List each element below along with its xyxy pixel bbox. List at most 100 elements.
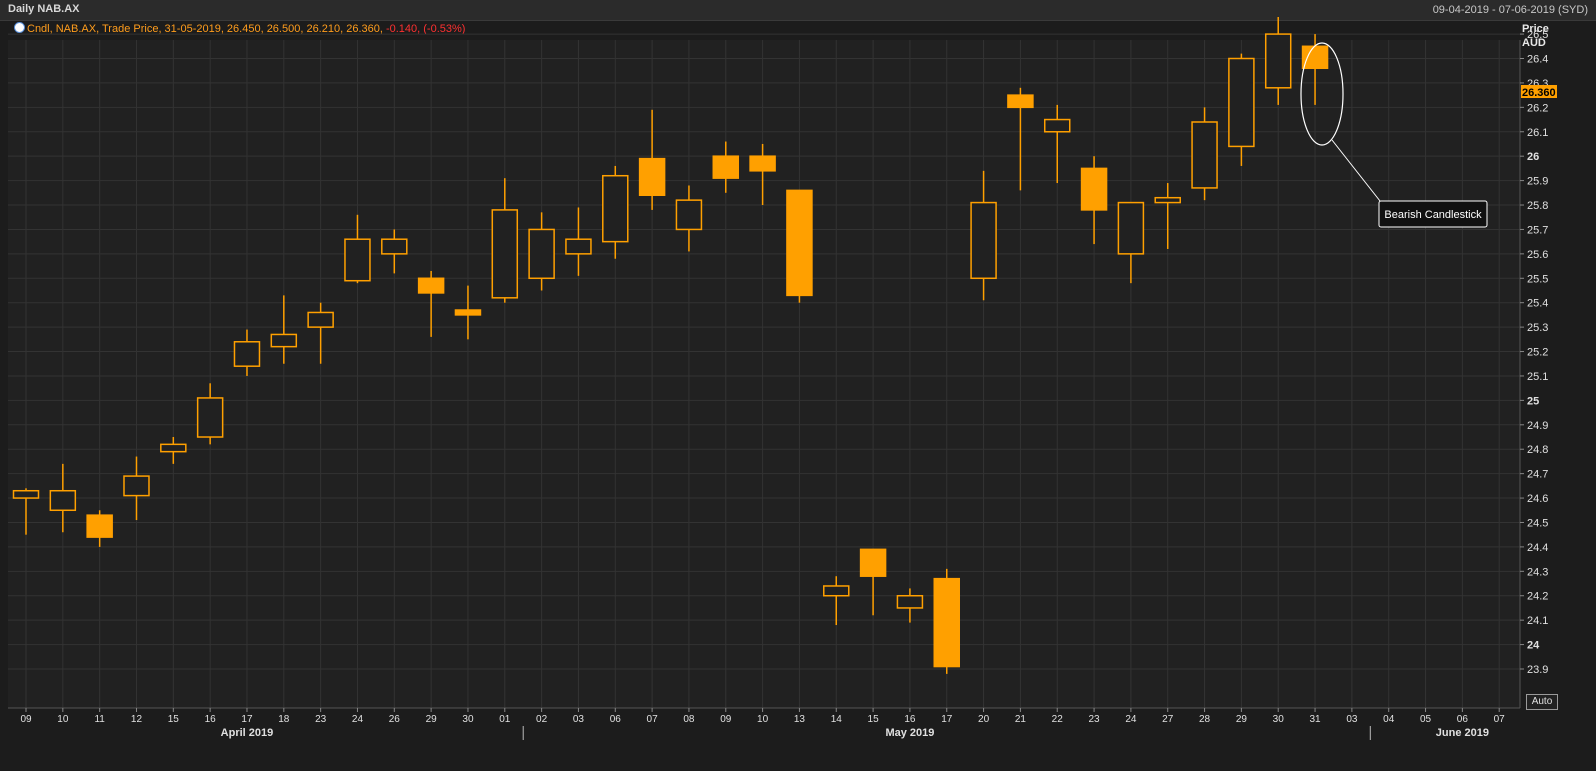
x-tick-label: 14 <box>831 714 843 725</box>
candle-body-bearish <box>86 514 113 538</box>
plot-area[interactable] <box>8 40 1520 708</box>
month-label: May 2019 <box>885 727 934 739</box>
last-price-label: 26.360 <box>1522 87 1556 99</box>
y-axis-ticks: 23.9 24 24.1 24.2 24.3 24.4 24.5 24.6 24.7 24.8 24… <box>1520 29 1548 676</box>
candle <box>270 295 298 364</box>
y-tick-label: 24.6 <box>1527 493 1548 505</box>
candle <box>381 229 408 274</box>
y-tick-label: 25.1 <box>1527 371 1548 383</box>
x-tick-label: 22 <box>1052 714 1064 725</box>
x-tick-label: 23 <box>315 714 327 725</box>
candle <box>823 576 850 626</box>
x-tick-label: 07 <box>647 714 659 725</box>
candle <box>970 170 997 301</box>
x-tick-label: 03 <box>1346 714 1358 725</box>
x-tick-label: 09 <box>20 714 32 725</box>
candle-body-bullish <box>970 201 997 280</box>
x-tick-label: 29 <box>426 714 438 725</box>
candle <box>638 109 666 210</box>
candle <box>12 488 40 535</box>
x-tick-label: 11 <box>94 714 105 725</box>
y-tick-label: 24.8 <box>1527 444 1548 456</box>
x-tick-label: 16 <box>205 714 217 725</box>
last-price-box <box>1521 85 1557 98</box>
month-label: April 2019 <box>221 727 274 739</box>
candle <box>528 212 555 291</box>
candle <box>786 189 813 303</box>
candle-body-bullish <box>602 174 629 243</box>
x-tick-label: 10 <box>757 714 769 725</box>
candle-body-bearish <box>638 157 666 197</box>
x-tick-label: 06 <box>1457 714 1469 725</box>
candle <box>1191 107 1218 201</box>
candle-body-bearish <box>749 155 776 172</box>
x-tick-label: 15 <box>168 714 180 725</box>
legend-change: -0.140, (-0.53%) <box>385 23 466 35</box>
x-tick-label: 29 <box>1236 714 1248 725</box>
x-tick-label: 12 <box>131 714 143 725</box>
title-bar: Daily NAB.AX 09-04-2019 - 07-06-2019 (SY… <box>0 0 1596 21</box>
x-tick-label: 23 <box>1089 714 1101 725</box>
candle <box>859 548 887 616</box>
candles <box>12 16 1329 674</box>
candle-body-bullish <box>1264 33 1292 89</box>
annotation-callout[interactable]: Bearish Candlestick <box>1300 42 1488 228</box>
candle <box>896 588 924 623</box>
y-tick-label: 26.4 <box>1527 54 1548 66</box>
x-tick-label: 05 <box>1420 714 1432 725</box>
candle <box>491 178 519 303</box>
candle <box>123 456 150 521</box>
candle <box>602 165 629 259</box>
annotation-ellipse <box>1300 42 1344 146</box>
y-tick-label: 24.5 <box>1527 517 1548 529</box>
y-tick-label: 25.9 <box>1527 176 1548 188</box>
annotation-connector <box>1331 139 1381 202</box>
y-tick-label: 26.5 <box>1527 29 1548 41</box>
candle-body-bullish <box>381 238 408 255</box>
x-tick-label: 13 <box>794 714 806 725</box>
candle-body-bearish <box>1080 167 1108 211</box>
candle-body-bullish <box>1191 121 1218 189</box>
y-tick-label: 25.3 <box>1527 322 1548 334</box>
candle <box>86 510 113 547</box>
candle-body-bearish <box>1007 94 1034 109</box>
candle-body-bearish <box>417 277 445 294</box>
candle-body-bearish <box>859 548 887 577</box>
candle-body-bullish <box>160 443 187 453</box>
candle <box>712 141 740 193</box>
candle <box>417 270 445 337</box>
y-tick-label: 24.2 <box>1527 591 1548 603</box>
y-tick-label: 25 <box>1527 395 1539 407</box>
x-tick-label: 27 <box>1162 714 1174 725</box>
candle <box>1228 53 1255 166</box>
grid <box>8 33 1520 708</box>
price-axis-title: Price AUD <box>1522 22 1549 50</box>
x-tick-label: 20 <box>978 714 990 725</box>
x-tick-label: 31 <box>1309 714 1321 725</box>
candle <box>1080 156 1108 245</box>
y-tick-label: 25.6 <box>1527 249 1548 261</box>
candle <box>933 568 960 674</box>
y-tick-label: 24.3 <box>1527 566 1548 578</box>
candle-body-bullish <box>307 311 334 328</box>
date-range: 09-04-2019 - 07-06-2019 (SYD) <box>1432 4 1588 16</box>
candle-body-bullish <box>1117 201 1145 255</box>
y-tick-label: 24.1 <box>1527 615 1548 627</box>
candle <box>344 214 371 284</box>
x-tick-label: 28 <box>1199 714 1211 725</box>
candle <box>49 463 77 533</box>
candle-body-bullish <box>12 489 40 499</box>
chart-title: Daily NAB.AX <box>8 3 80 15</box>
candle <box>454 285 482 340</box>
x-tick-label: 17 <box>241 714 253 725</box>
y-tick-label: 25.7 <box>1527 224 1548 236</box>
auto-scale-button[interactable]: Auto <box>1526 694 1558 710</box>
x-tick-label: 17 <box>941 714 953 725</box>
series-legend[interactable]: Cndl, NAB.AX, Trade Price, 31-05-2019, 2… <box>14 22 465 35</box>
y-tick-label: 24.4 <box>1527 542 1548 554</box>
candle-body-bearish <box>933 577 960 668</box>
candle <box>1154 183 1181 249</box>
y-tick-label: 25.4 <box>1527 298 1548 310</box>
series-icon[interactable] <box>14 22 25 33</box>
